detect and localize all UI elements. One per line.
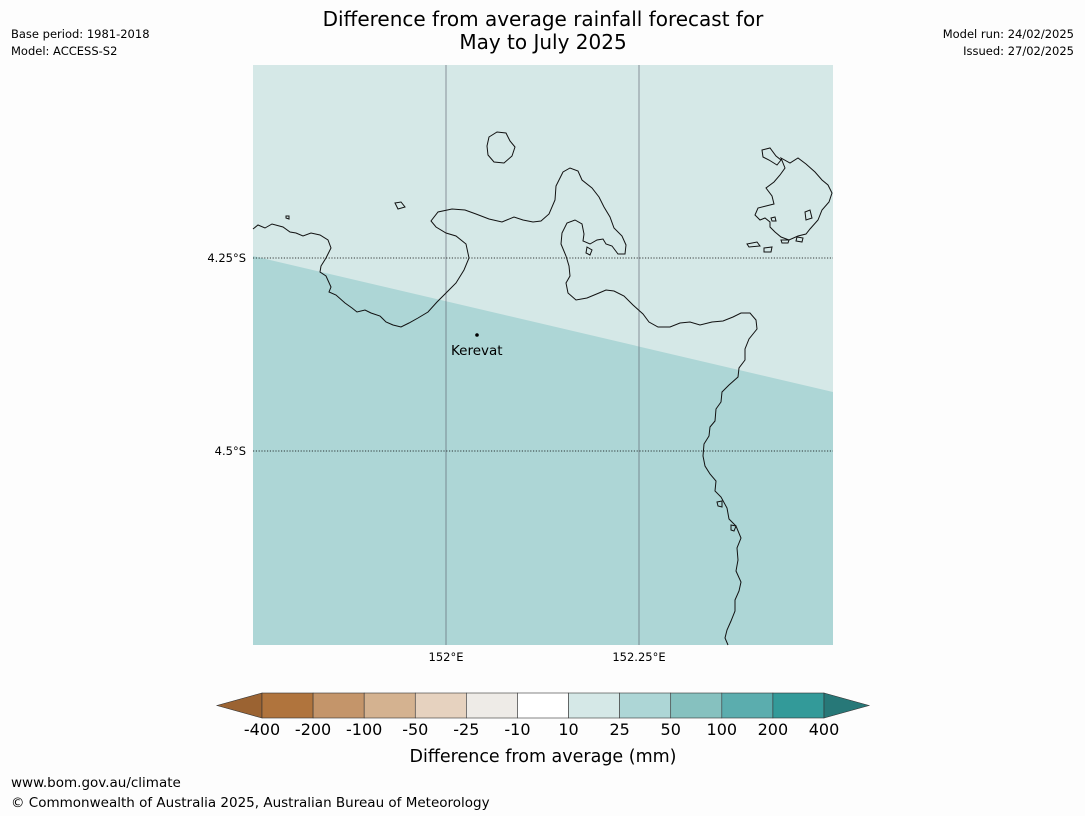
colorbar-segment	[619, 692, 672, 719]
colorbar-segment	[568, 692, 620, 719]
place-marker	[475, 333, 479, 337]
colorbar-title: Difference from average (mm)	[409, 747, 676, 767]
colorbar: -400 -200 -100 -50 -25 -10 10 25 50 100 200 400	[215, 692, 871, 739]
colorbar-extend-low	[215, 692, 263, 719]
lon-label-152-25: 152.25°E	[612, 650, 665, 664]
map-title: Difference from average rainfall forecas…	[243, 8, 843, 54]
colorbar-tick-label: -200	[295, 720, 331, 739]
colorbar-tick-label: 50	[661, 720, 681, 739]
lat-label-4-5: 4.5°S	[215, 444, 246, 458]
title-line-1: Difference from average rainfall forecas…	[322, 7, 764, 31]
colorbar-tick-label: -400	[244, 720, 280, 739]
map-panel: Kerevat	[252, 65, 833, 646]
footer-url[interactable]: www.bom.gov.au/climate	[11, 775, 181, 791]
model-run: Model run: 24/02/2025	[942, 27, 1074, 41]
colorbar-tick-label: 200	[758, 720, 789, 739]
colorbar-tick-label: 10	[558, 720, 578, 739]
colorbar-tick-label: 25	[609, 720, 629, 739]
colorbar-tick-label: 100	[707, 720, 738, 739]
meta-right: Model run: 24/02/2025 Issued: 27/02/2025	[943, 26, 1074, 60]
colorbar-extend-high	[823, 692, 871, 719]
colorbar-segment	[261, 692, 314, 719]
colorbar-segment	[363, 692, 416, 719]
colorbar-segment	[517, 692, 569, 719]
model-name: Model: ACCESS-S2	[11, 44, 118, 58]
base-period: Base period: 1981-2018	[11, 27, 150, 41]
coastline	[252, 131, 833, 646]
colorbar-segment	[772, 692, 825, 719]
issued-date: Issued: 27/02/2025	[963, 44, 1074, 58]
colorbar-segment	[414, 692, 467, 719]
lon-label-152: 152°E	[429, 650, 464, 664]
colorbar-tick-label: -50	[402, 720, 428, 739]
colorbar-tick-label: -25	[453, 720, 479, 739]
colorbar-segment	[721, 692, 774, 719]
colorbar-segment	[312, 692, 365, 719]
title-line-2: May to July 2025	[459, 30, 627, 54]
place-label: Kerevat	[451, 343, 503, 359]
colorbar-tick-label: 400	[809, 720, 840, 739]
colorbar-tick-label: -10	[504, 720, 530, 739]
footer-copyright: © Commonwealth of Australia 2025, Austra…	[11, 795, 490, 811]
colorbar-segment	[670, 692, 723, 719]
meta-left: Base period: 1981-2018 Model: ACCESS-S2	[11, 26, 150, 60]
region-medium	[253, 256, 833, 645]
colorbar-segment	[466, 692, 518, 719]
colorbar-tick-label: -100	[346, 720, 382, 739]
lat-label-4-25: 4.25°S	[207, 251, 246, 265]
